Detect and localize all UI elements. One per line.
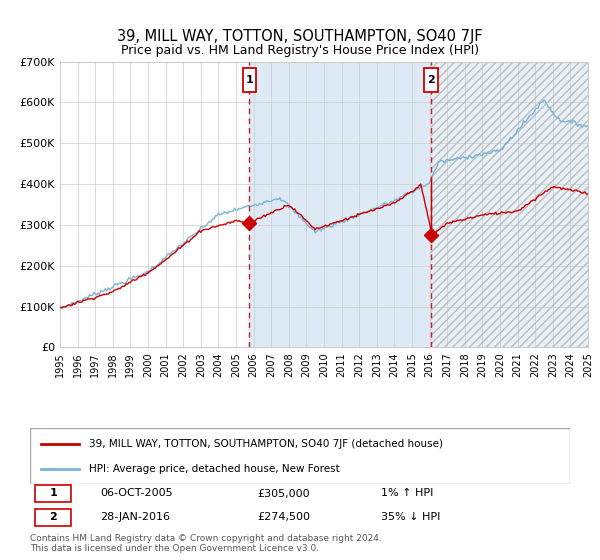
Bar: [250, 62, 431, 347]
Text: 06-OCT-2005: 06-OCT-2005: [100, 488, 173, 498]
FancyBboxPatch shape: [242, 68, 256, 92]
Text: This data is licensed under the Open Government Licence v3.0.: This data is licensed under the Open Gov…: [30, 544, 319, 553]
Text: 28-JAN-2016: 28-JAN-2016: [100, 512, 170, 522]
Text: 39, MILL WAY, TOTTON, SOUTHAMPTON, SO40 7JF (detached house): 39, MILL WAY, TOTTON, SOUTHAMPTON, SO40 …: [89, 439, 443, 449]
FancyBboxPatch shape: [35, 508, 71, 526]
FancyBboxPatch shape: [30, 428, 570, 484]
FancyBboxPatch shape: [424, 68, 437, 92]
Text: £305,000: £305,000: [257, 488, 310, 498]
Text: 39, MILL WAY, TOTTON, SOUTHAMPTON, SO40 7JF: 39, MILL WAY, TOTTON, SOUTHAMPTON, SO40 …: [117, 29, 483, 44]
Text: HPI: Average price, detached house, New Forest: HPI: Average price, detached house, New …: [89, 464, 340, 474]
Text: 2: 2: [49, 512, 57, 522]
Text: Contains HM Land Registry data © Crown copyright and database right 2024.: Contains HM Land Registry data © Crown c…: [30, 534, 382, 543]
Text: 2: 2: [427, 75, 435, 85]
Text: 1: 1: [49, 488, 57, 498]
Text: 1: 1: [245, 75, 253, 85]
Text: Price paid vs. HM Land Registry's House Price Index (HPI): Price paid vs. HM Land Registry's House …: [121, 44, 479, 57]
Text: £274,500: £274,500: [257, 512, 310, 522]
Text: 1% ↑ HPI: 1% ↑ HPI: [381, 488, 433, 498]
Bar: [431, 62, 588, 347]
FancyBboxPatch shape: [35, 485, 71, 502]
Text: 35% ↓ HPI: 35% ↓ HPI: [381, 512, 440, 522]
